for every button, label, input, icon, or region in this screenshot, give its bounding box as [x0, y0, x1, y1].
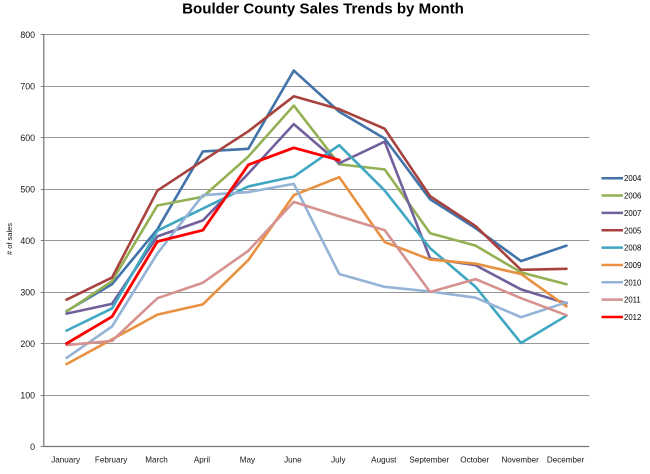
svg-text:January: January — [51, 455, 81, 464]
svg-text:2008: 2008 — [624, 244, 641, 253]
svg-text:2006: 2006 — [624, 192, 641, 201]
svg-text:April: April — [194, 455, 210, 464]
svg-text:0: 0 — [30, 442, 35, 452]
svg-text:2009: 2009 — [624, 261, 641, 270]
svg-text:2012: 2012 — [624, 313, 641, 322]
svg-text:800: 800 — [20, 30, 35, 40]
svg-text:August: August — [371, 455, 397, 464]
svg-text:September: September — [409, 455, 449, 464]
svg-text:May: May — [240, 455, 256, 464]
svg-text:700: 700 — [20, 81, 35, 91]
svg-text:600: 600 — [20, 133, 35, 143]
svg-text:2011: 2011 — [624, 296, 641, 305]
svg-text:March: March — [145, 455, 168, 464]
svg-text:300: 300 — [20, 287, 35, 297]
svg-text:2005: 2005 — [624, 226, 642, 235]
svg-text:2004: 2004 — [624, 174, 642, 183]
svg-text:2007: 2007 — [624, 209, 641, 218]
svg-text:200: 200 — [20, 339, 35, 349]
svg-text:June: June — [284, 455, 302, 464]
svg-text:2010: 2010 — [624, 278, 642, 287]
svg-text:Boulder County Sales Trends by: Boulder County Sales Trends by Month — [182, 0, 464, 17]
svg-text:October: October — [460, 455, 489, 464]
svg-text:400: 400 — [20, 236, 35, 246]
svg-text:July: July — [331, 455, 346, 464]
svg-text:December: December — [547, 455, 585, 464]
svg-text:500: 500 — [20, 184, 35, 194]
svg-text:# of sales: # of sales — [5, 223, 14, 255]
svg-text:100: 100 — [20, 390, 35, 400]
svg-text:November: November — [501, 455, 539, 464]
svg-text:February: February — [95, 455, 128, 464]
